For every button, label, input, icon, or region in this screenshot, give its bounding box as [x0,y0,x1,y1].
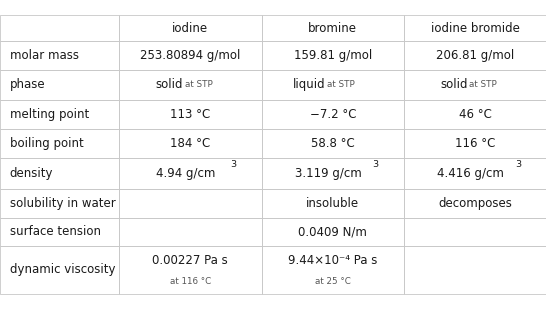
Bar [404,15,546,41]
Bar [262,41,404,70]
Text: insoluble: insoluble [306,197,359,210]
Text: bromine: bromine [308,22,357,35]
Bar [119,218,262,246]
Bar [0,41,119,70]
Text: 159.81 g/mol: 159.81 g/mol [294,49,372,62]
Text: 4.416 g/cm: 4.416 g/cm [437,167,504,180]
Text: 113 °C: 113 °C [170,108,210,121]
Text: 3: 3 [373,160,379,169]
Text: decomposes: decomposes [438,197,512,210]
Bar [262,189,404,218]
Text: 184 °C: 184 °C [170,137,210,150]
Text: at 25 °C: at 25 °C [315,277,351,286]
Text: at 116 °C: at 116 °C [170,277,211,286]
Text: iodine: iodine [172,22,209,35]
Text: at STP: at STP [327,80,355,90]
Text: 0.0409 N/m: 0.0409 N/m [298,225,367,239]
Text: dynamic viscosity: dynamic viscosity [9,263,115,277]
Text: liquid: liquid [293,78,325,91]
Bar [0,189,119,218]
Text: solubility in water: solubility in water [9,197,115,210]
Bar [404,70,546,100]
Bar [262,70,404,100]
Bar [404,100,546,129]
Text: 4.94 g/cm: 4.94 g/cm [156,167,216,180]
Text: surface tension: surface tension [9,225,100,239]
Text: 9.44×10⁻⁴ Pa s: 9.44×10⁻⁴ Pa s [288,254,377,267]
Text: solid: solid [441,78,468,91]
Text: phase: phase [9,78,45,91]
Text: density: density [9,167,53,180]
Text: 58.8 °C: 58.8 °C [311,137,355,150]
Bar [404,218,546,246]
Bar [119,70,262,100]
Text: at STP: at STP [185,80,212,90]
Bar [119,189,262,218]
Bar [0,246,119,294]
Text: 3: 3 [515,160,521,169]
Text: melting point: melting point [9,108,89,121]
Bar [262,100,404,129]
Bar [262,129,404,158]
Bar [262,158,404,189]
Bar [119,15,262,41]
Bar [0,129,119,158]
Text: 46 °C: 46 °C [459,108,491,121]
Bar [0,158,119,189]
Bar [404,189,546,218]
Text: 253.80894 g/mol: 253.80894 g/mol [140,49,240,62]
Text: molar mass: molar mass [9,49,79,62]
Bar [119,100,262,129]
Bar [404,158,546,189]
Bar [404,129,546,158]
Text: 0.00227 Pa s: 0.00227 Pa s [152,254,228,267]
Bar [404,246,546,294]
Bar [262,15,404,41]
Text: at STP: at STP [470,80,497,90]
Text: 3: 3 [230,160,236,169]
Bar [0,218,119,246]
Text: −7.2 °C: −7.2 °C [310,108,356,121]
Text: 116 °C: 116 °C [455,137,495,150]
Bar [262,246,404,294]
Text: iodine bromide: iodine bromide [431,22,519,35]
Text: boiling point: boiling point [9,137,84,150]
Bar [0,100,119,129]
Bar [119,129,262,158]
Bar [119,158,262,189]
Text: 206.81 g/mol: 206.81 g/mol [436,49,514,62]
Bar [0,15,119,41]
Text: solid: solid [156,78,183,91]
Bar [0,70,119,100]
Bar [119,41,262,70]
Bar [404,41,546,70]
Bar [119,246,262,294]
Bar [262,218,404,246]
Text: 3.119 g/cm: 3.119 g/cm [295,167,362,180]
